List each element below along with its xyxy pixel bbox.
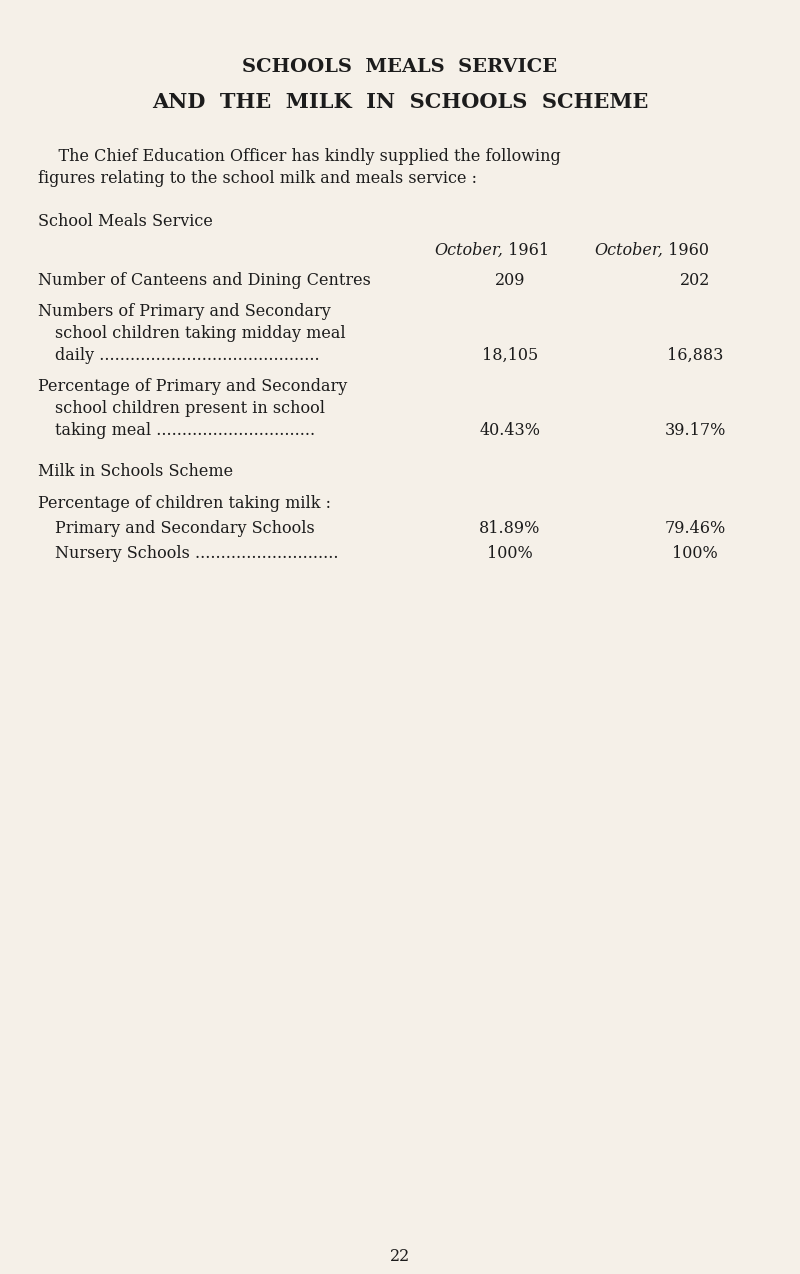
Text: 16,883: 16,883 [667, 347, 723, 364]
Text: 100%: 100% [672, 545, 718, 562]
Text: Number of Canteens and Dining Centres: Number of Canteens and Dining Centres [38, 273, 371, 289]
Text: 209: 209 [494, 273, 526, 289]
Text: Percentage of children taking milk :: Percentage of children taking milk : [38, 496, 331, 512]
Text: October,: October, [434, 242, 503, 259]
Text: Percentage of Primary and Secondary: Percentage of Primary and Secondary [38, 378, 347, 395]
Text: AND  THE  MILK  IN  SCHOOLS  SCHEME: AND THE MILK IN SCHOOLS SCHEME [152, 92, 648, 112]
Text: Nursery Schools ............................: Nursery Schools ........................… [55, 545, 338, 562]
Text: 79.46%: 79.46% [664, 520, 726, 538]
Text: daily ...........................................: daily ..................................… [55, 347, 320, 364]
Text: taking meal ...............................: taking meal ............................… [55, 422, 315, 440]
Text: Numbers of Primary and Secondary: Numbers of Primary and Secondary [38, 303, 330, 320]
Text: school children taking midday meal: school children taking midday meal [55, 325, 346, 341]
Text: 202: 202 [680, 273, 710, 289]
Text: 1960: 1960 [663, 242, 709, 259]
Text: October,: October, [594, 242, 663, 259]
Text: 18,105: 18,105 [482, 347, 538, 364]
Text: Milk in Schools Scheme: Milk in Schools Scheme [38, 462, 233, 480]
Text: 100%: 100% [487, 545, 533, 562]
Text: The Chief Education Officer has kindly supplied the following: The Chief Education Officer has kindly s… [38, 148, 561, 166]
Text: 39.17%: 39.17% [664, 422, 726, 440]
Text: 40.43%: 40.43% [479, 422, 541, 440]
Text: 1961: 1961 [503, 242, 549, 259]
Text: SCHOOLS  MEALS  SERVICE: SCHOOLS MEALS SERVICE [242, 59, 558, 76]
Text: School Meals Service: School Meals Service [38, 213, 213, 231]
Text: Primary and Secondary Schools: Primary and Secondary Schools [55, 520, 314, 538]
Text: figures relating to the school milk and meals service :: figures relating to the school milk and … [38, 169, 477, 187]
Text: school children present in school: school children present in school [55, 400, 325, 417]
Text: 81.89%: 81.89% [479, 520, 541, 538]
Text: 22: 22 [390, 1249, 410, 1265]
